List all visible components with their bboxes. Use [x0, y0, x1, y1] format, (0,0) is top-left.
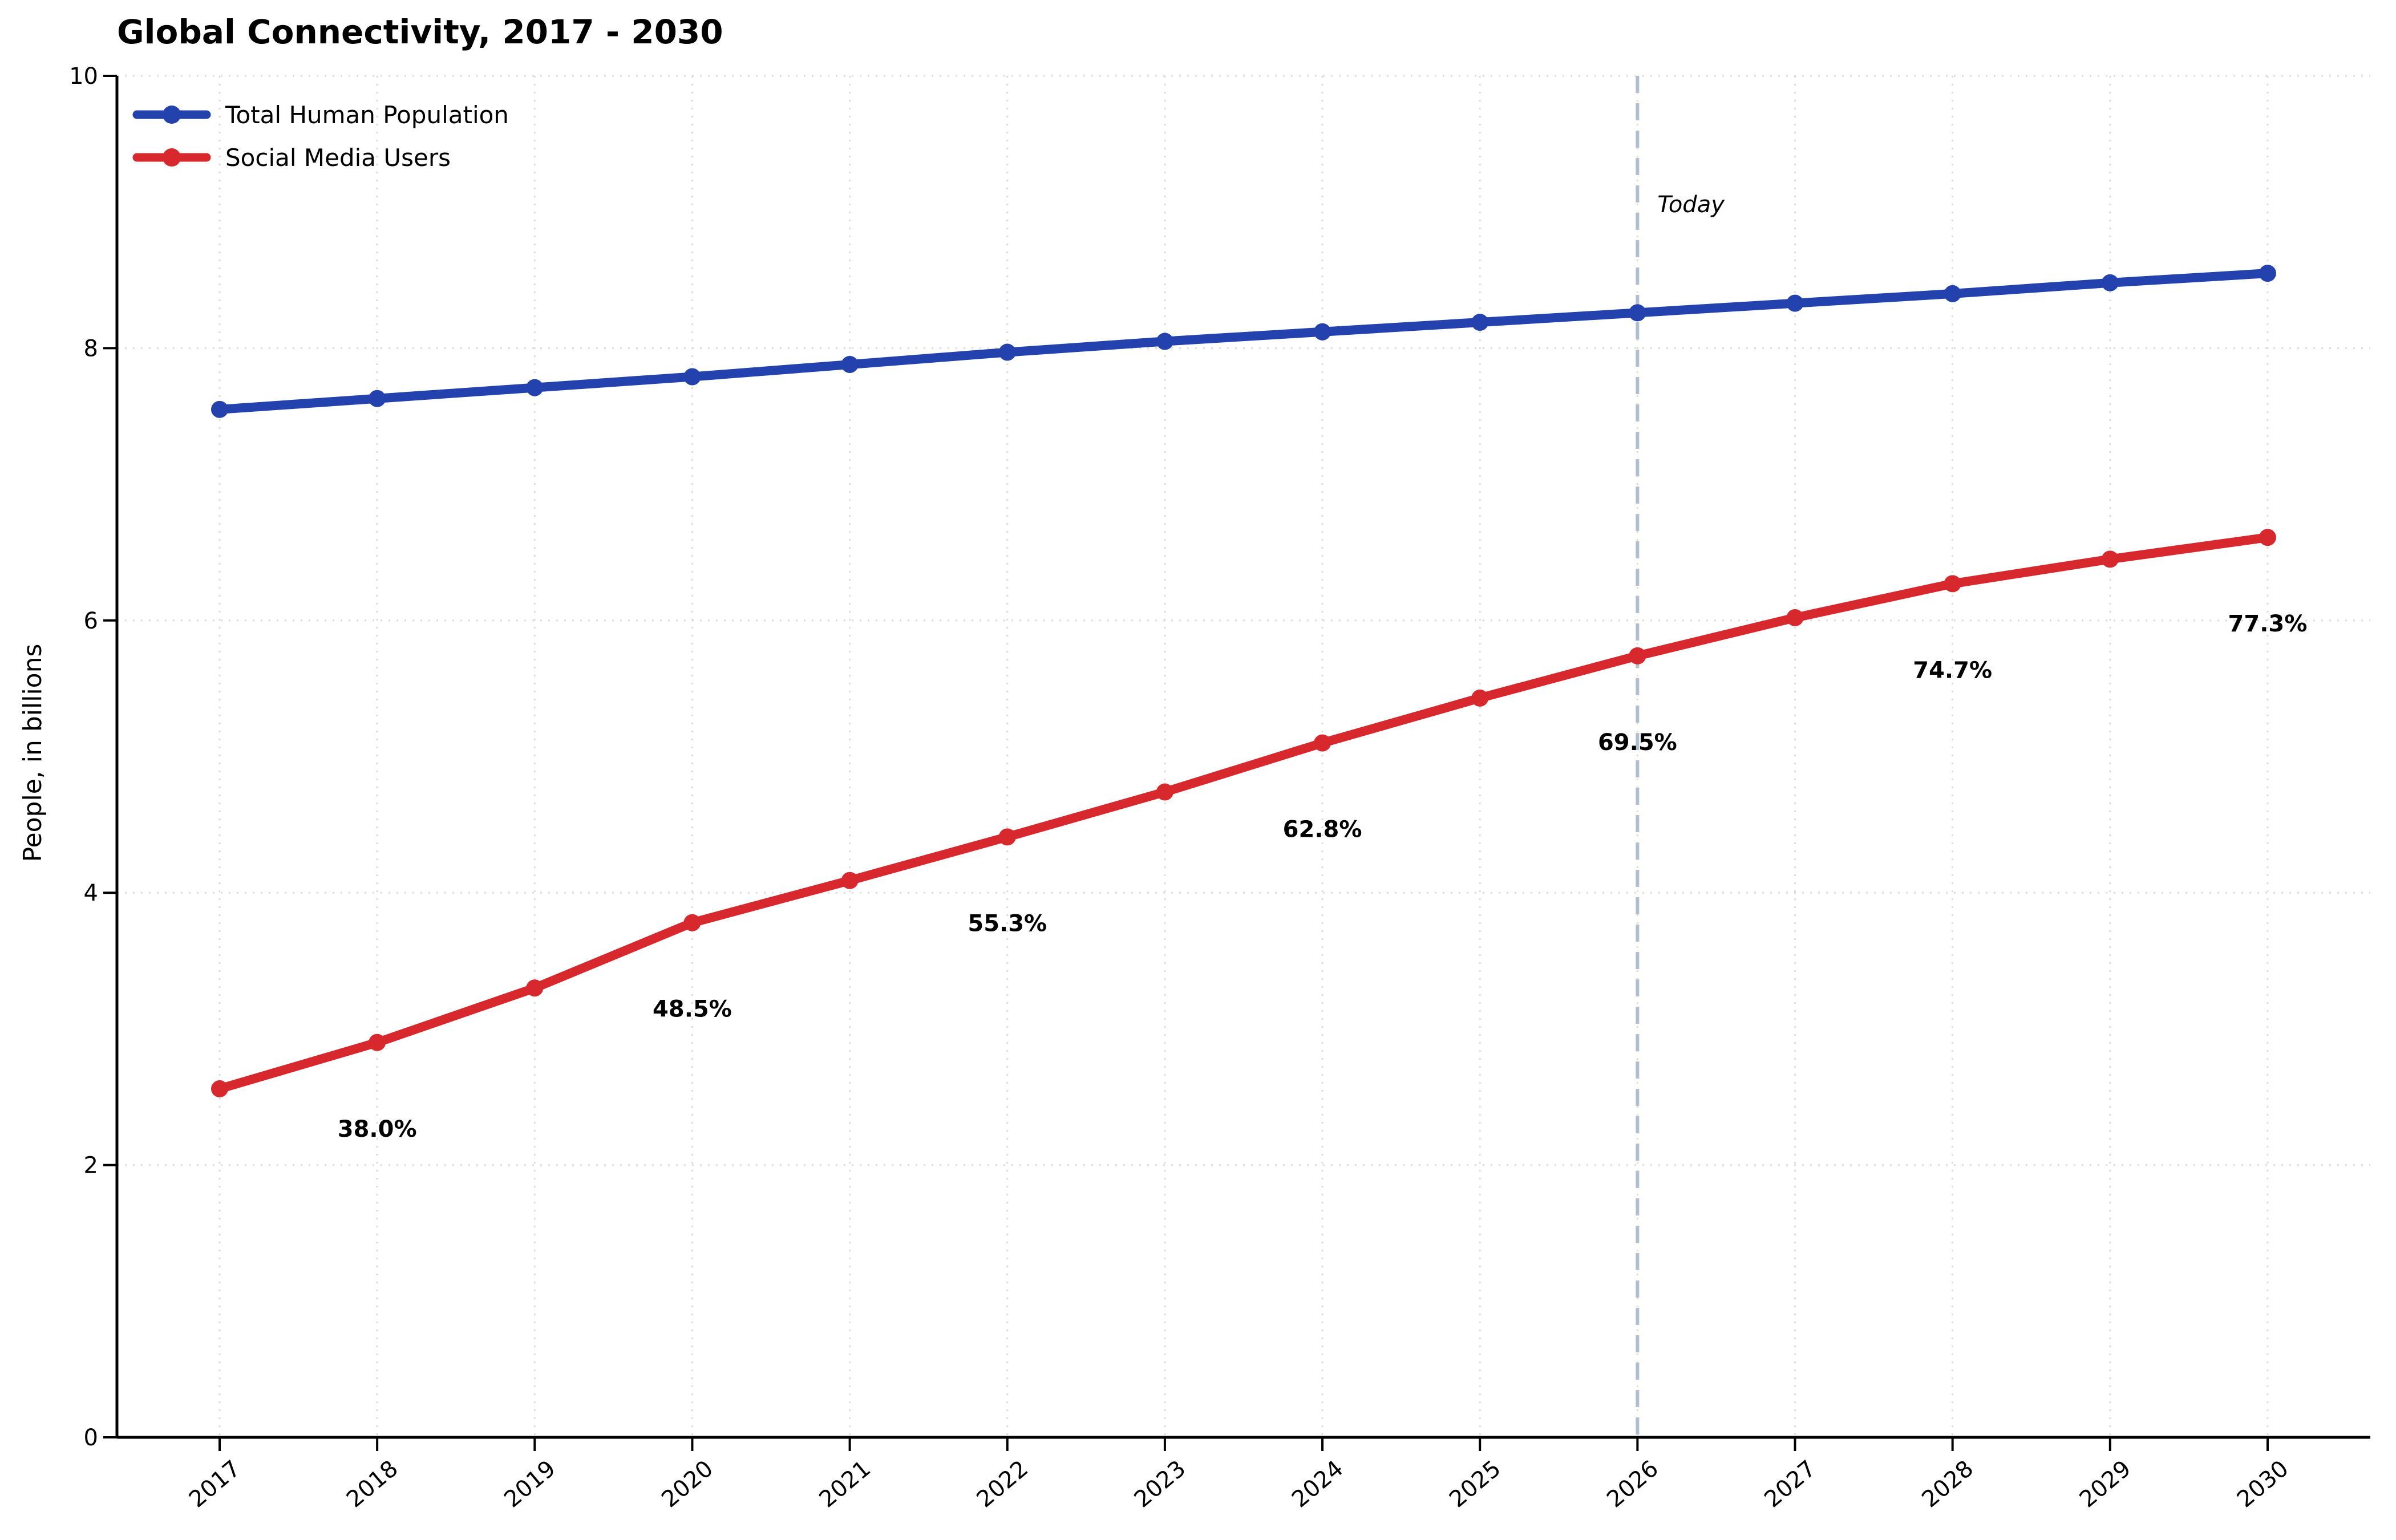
- data-point: [2259, 529, 2276, 546]
- data-point: [998, 343, 1016, 361]
- data-series: [211, 265, 2276, 1097]
- y-tick-label: 2: [84, 1153, 98, 1179]
- x-tick-label: 2028: [1917, 1456, 1979, 1513]
- data-point: [1786, 609, 1804, 627]
- data-point: [683, 914, 701, 931]
- percentage-annotation: 77.3%: [2228, 611, 2308, 637]
- today-label: Today: [1657, 192, 1725, 218]
- data-point: [1156, 783, 1173, 801]
- data-point: [2101, 550, 2119, 568]
- data-point: [1314, 323, 1331, 341]
- data-point: [526, 979, 544, 997]
- percentage-annotation: 69.5%: [1598, 730, 1677, 756]
- x-tick-label: 2023: [1130, 1456, 1191, 1513]
- data-point: [2101, 274, 2119, 291]
- population-marker-icon: [163, 106, 181, 124]
- percentage-annotation: 48.5%: [653, 996, 732, 1023]
- data-point: [526, 379, 544, 396]
- data-point: [841, 872, 859, 889]
- data-point: [1314, 734, 1331, 752]
- y-tick-label: 6: [84, 608, 98, 634]
- y-tick-label: 10: [69, 63, 98, 90]
- y-tick-label: 8: [84, 335, 98, 362]
- data-point: [683, 368, 701, 386]
- legend-item-population: Total Human Population: [132, 101, 509, 129]
- axes: [103, 75, 2370, 1451]
- percentage-annotation: 74.7%: [1913, 657, 1992, 683]
- percentage-annotation: 38.0%: [338, 1116, 417, 1142]
- data-point: [1471, 314, 1489, 331]
- x-tick-label: 2018: [342, 1456, 403, 1513]
- x-tick-label: 2026: [1602, 1456, 1664, 1513]
- x-tick-label: 2030: [2232, 1456, 2294, 1513]
- data-point: [1471, 689, 1489, 707]
- y-axis-title: People, in billions: [18, 644, 47, 862]
- data-point: [369, 390, 386, 407]
- data-point: [1629, 304, 1646, 322]
- x-tick-label: 2020: [657, 1456, 718, 1513]
- data-point: [1944, 285, 1961, 302]
- legend-label-population: Total Human Population: [225, 101, 509, 129]
- gridlines: [117, 75, 2370, 1437]
- chart-title: Global Connectivity, 2017 - 2030: [117, 13, 723, 51]
- x-tick-label: 2019: [499, 1456, 561, 1513]
- data-point: [1629, 647, 1646, 664]
- percentage-annotation: 62.8%: [1283, 817, 1362, 843]
- legend-label-social: Social Media Users: [225, 144, 451, 172]
- x-tick-label: 2021: [814, 1456, 876, 1513]
- data-point: [841, 356, 859, 374]
- population-line: [215, 269, 2272, 414]
- data-point: [998, 828, 1016, 846]
- data-point: [1156, 333, 1173, 350]
- y-tick-label: 0: [84, 1425, 98, 1451]
- x-tick-label: 2022: [972, 1456, 1034, 1513]
- x-tick-label: 2027: [1759, 1456, 1821, 1513]
- x-tick-label: 2029: [2075, 1456, 2136, 1513]
- data-point: [211, 1080, 228, 1097]
- y-tick-label: 4: [84, 880, 98, 906]
- legend-item-social: Social Media Users: [132, 144, 451, 172]
- legend: Total Human Population Social Media User…: [132, 101, 509, 172]
- annotations: 38.0% 48.5% 55.3% 62.8% 69.5% 74.7% 77.3%: [338, 611, 2308, 1142]
- x-tick-label: 2024: [1287, 1456, 1349, 1513]
- x-tick-label: 2017: [184, 1456, 246, 1513]
- data-point: [1786, 294, 1804, 312]
- x-tick-label: 2025: [1444, 1456, 1506, 1513]
- data-point: [2259, 265, 2276, 282]
- social-marker-icon: [163, 148, 181, 167]
- data-point: [1944, 575, 1961, 593]
- social-media-line: [215, 533, 2272, 1093]
- data-point: [369, 1034, 386, 1051]
- percentage-annotation: 55.3%: [968, 910, 1047, 937]
- data-point: [211, 400, 228, 418]
